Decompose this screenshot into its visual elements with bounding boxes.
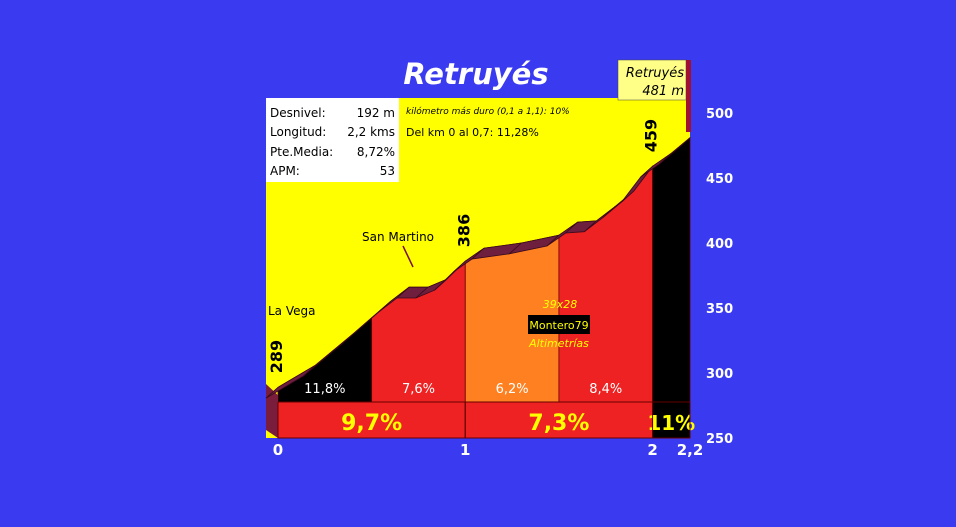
km-grade-labels: 9,7% 7,3% 11% [341,411,695,436]
block-side-face [266,384,278,438]
hardest-km-note: kilómetro más duro (0,1 a 1,1): 10% [406,106,570,117]
san-martino-pointer [402,245,414,268]
section-note: Del km 0 al 0,7: 11,28% [406,126,539,139]
x-tick-label: 0 [273,441,283,459]
stat-label: Desnivel: [270,106,326,120]
summit-pole [686,60,691,132]
road-segment [659,137,691,165]
y-axis-ticks: 250 300 350 400 450 500 [706,107,733,447]
place-san-martino: San Martino [362,230,434,244]
stat-label: APM: [270,164,300,178]
km-grade-label: 7,3% [528,411,589,436]
segment-grade-label: 7,6% [402,382,435,397]
stat-value: 8,72% [357,145,395,159]
km-grade-label: 9,7% [341,411,402,436]
stats-box [266,98,399,182]
segment-grade-label: 6,2% [496,382,529,397]
altitude-labels: 289 386 459 [267,119,661,373]
km-grade-label: 11% [647,411,695,435]
credit-gear: 39x28 [543,298,578,311]
credit-author: Montero79 [529,319,588,332]
stat-value: 2,2 kms [347,125,395,139]
km-band-block [652,401,691,439]
stat-value: 192 m [357,106,395,120]
y-tick-label: 300 [706,367,733,382]
y-tick-label: 400 [706,237,733,252]
y-tick-label: 450 [706,172,733,187]
place-la-vega: La Vega [268,304,315,318]
credit-brand: Altimetrías [528,337,589,350]
stat-value: 53 [380,164,395,178]
y-tick-label: 250 [706,432,733,447]
altitude-label: 289 [267,340,286,373]
x-tick-label: 1 [460,441,470,459]
x-axis-ticks: 0 1 2 2,2 [273,402,704,459]
stats-rows: Desnivel: 192 m Longitud: 2,2 kms Pte.Me… [270,106,395,178]
x-tick-label: 2,2 [677,441,704,459]
stat-label: Pte.Media: [270,145,333,159]
summit-box [617,59,687,101]
segment-grade-label: 11,8% [304,382,345,397]
summit-altitude: 481 m [642,84,684,99]
segment-grade-labels: 11,8% 7,6% 6,2% 8,4% [304,382,622,397]
stat-label: Longitud: [270,125,326,139]
km-band [266,384,691,439]
credit-author-box [528,315,590,334]
km-band-block [277,401,466,439]
road-strip [265,137,691,399]
y-tick-label: 350 [706,302,733,317]
summit-name: Retruyés [626,66,684,81]
chart-title: Retruyés [403,57,548,91]
altitude-label: 386 [454,214,473,247]
x-tick-label: 2 [647,441,657,459]
altitude-label: 459 [642,119,661,152]
y-tick-label: 500 [706,107,733,122]
segment-grade-label: 8,4% [589,382,622,397]
segment-fill [652,136,691,403]
